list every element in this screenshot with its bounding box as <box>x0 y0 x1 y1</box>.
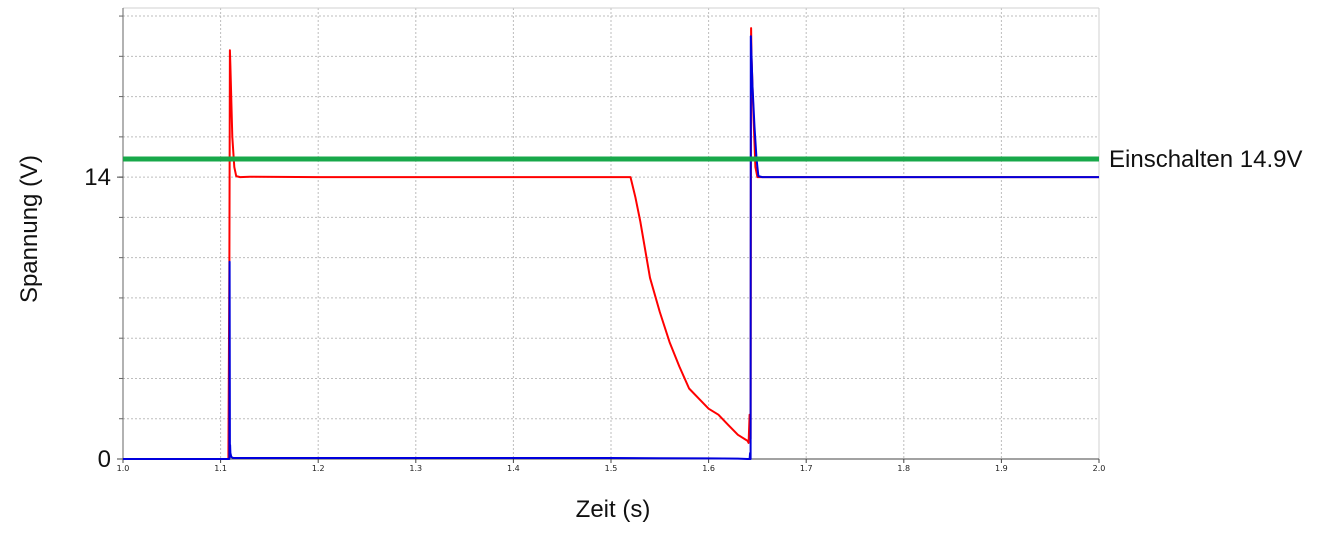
series-group <box>123 27 1099 460</box>
x-tick-label: 2.0 <box>1093 464 1106 473</box>
y-tick-label: 0 <box>98 446 111 473</box>
x-tick-label: 1.7 <box>800 464 813 473</box>
x-tick-label: 1.5 <box>605 464 618 473</box>
x-tick-label: 1.9 <box>995 464 1008 473</box>
y-minor-ticks <box>119 15 123 420</box>
x-tick-label: 1.3 <box>409 464 422 473</box>
x-tick-label: 1.6 <box>702 464 715 473</box>
x-tick-label: 1.4 <box>507 464 520 473</box>
y-ticks: 0 14 <box>84 164 123 473</box>
x-axis-label: Zeit (s) <box>576 496 651 523</box>
x-tick-label: 1.2 <box>312 464 325 473</box>
threshold-group: Einschalten 14.9V <box>123 146 1302 173</box>
y-axis-label: Spannung (V) <box>16 155 43 303</box>
y-tick-label: 14 <box>84 164 111 191</box>
grid-vertical <box>220 8 1002 459</box>
series-line-2 <box>123 35 1099 460</box>
x-tick-label: 1.0 <box>117 464 130 473</box>
x-tick-label: 1.8 <box>897 464 910 473</box>
threshold-label: Einschalten 14.9V <box>1109 146 1302 173</box>
x-ticks: 1.0 1.1 1.2 1.3 1.4 1.5 1.6 1.7 1.8 1.9 2.0 <box>117 459 1106 473</box>
x-tick-label: 1.1 <box>214 464 227 473</box>
